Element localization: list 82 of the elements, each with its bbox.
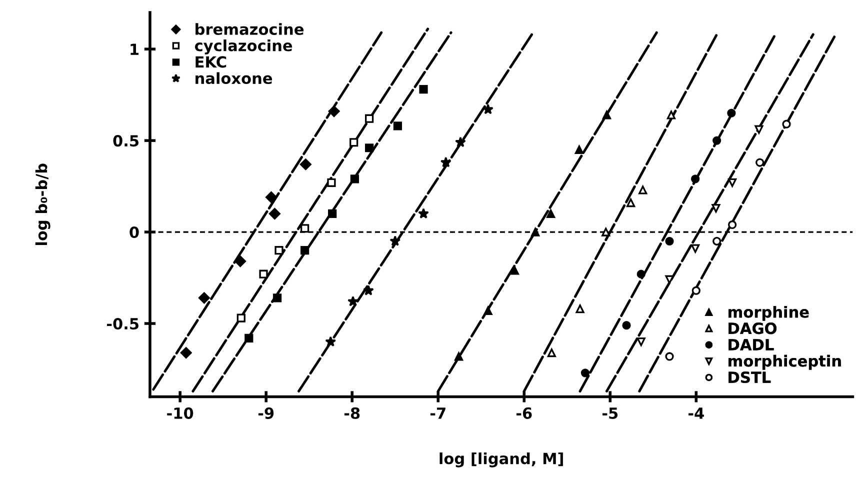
point [712,204,720,213]
point [712,136,722,145]
point [350,138,358,147]
x-tick-label: -7 [430,408,446,419]
point [626,198,636,208]
x-tick-label: -8 [344,407,360,419]
point [756,158,764,167]
point [638,186,648,194]
point [712,236,722,246]
point [365,144,374,152]
point [728,178,737,187]
legend-label: cyclazocine [194,39,292,54]
point [362,284,374,296]
x-tick-label: -4 [688,408,704,419]
x-tick-label: -10 [167,407,194,419]
point [602,110,612,120]
point [510,266,519,275]
point [259,270,268,278]
point [328,209,337,218]
point [691,244,700,253]
point [300,158,312,170]
x-tick-label: -9 [258,407,274,419]
point [350,174,359,184]
legend-label: DAGO [728,322,777,334]
point [665,236,674,246]
point [574,145,584,154]
point [484,306,492,316]
point [454,352,464,361]
point [274,246,284,255]
point [580,368,590,378]
point [272,294,282,302]
point [665,352,674,361]
point [325,336,336,347]
point [198,292,210,304]
legend-label: DSTL [728,371,771,384]
legend-label: EKC [196,56,226,68]
x-axis-title: log [ligand, M] [440,452,563,468]
point [419,85,428,94]
point [636,338,646,346]
point [546,209,556,218]
y-tick-label: 1 [130,44,139,55]
legend-label: bremazocine [196,23,304,35]
point [236,314,246,322]
point [636,270,646,278]
point [234,256,246,268]
y-tick-label: -0.5 [106,318,138,330]
point [547,348,556,358]
point [622,321,631,330]
point [393,122,402,130]
point [180,347,192,359]
point [328,106,340,118]
legend-label: naloxone [196,72,272,84]
point [727,108,736,118]
legend-label: morphiceptin [728,354,841,370]
point [390,235,401,246]
point [266,192,277,204]
point [666,110,676,120]
point [365,114,374,123]
point [691,174,700,184]
x-tick-label: -6 [516,407,532,419]
point [327,178,336,187]
point [692,286,700,295]
point [244,334,254,342]
point [782,120,791,128]
point [482,104,494,114]
legend-label: morphine [728,306,809,321]
point [300,224,310,233]
point [440,156,452,168]
point [728,220,737,230]
point [455,136,466,148]
y-axis-title: log b₀-b/b [35,164,50,246]
point [576,304,584,314]
y-tick-label: 0.5 [113,135,138,147]
x-tick-label: -5 [602,408,618,419]
point [300,246,310,255]
point [531,228,540,236]
point [348,296,358,306]
point [418,208,429,219]
y-tick-label: 0 [130,226,139,238]
point [268,208,280,220]
legend-label: DADL [728,339,774,350]
point [754,125,764,134]
